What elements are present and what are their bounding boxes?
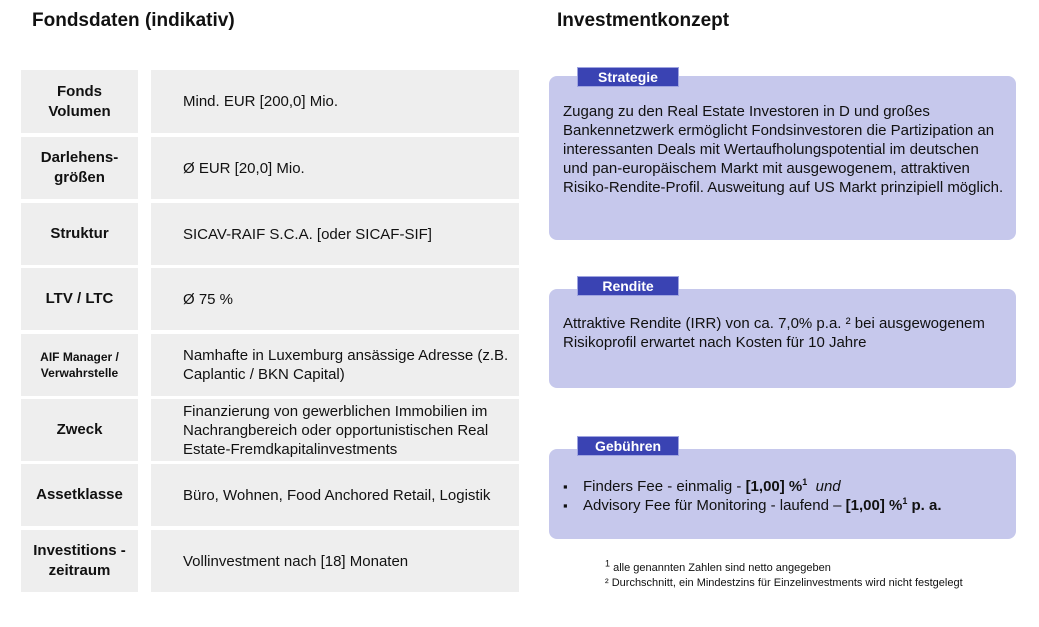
rendite-box: Attraktive Rendite (IRR) von ca. 7,0% p.… bbox=[549, 289, 1016, 388]
row-value: Ø 75 % bbox=[151, 268, 519, 330]
table-row-zweck: Zweck Finanzierung von gewerblichen Immo… bbox=[21, 399, 519, 461]
strategie-tag: Strategie bbox=[577, 67, 679, 87]
fondsdaten-heading: Fondsdaten (indikativ) bbox=[32, 10, 235, 31]
footnote-mark: 1 bbox=[605, 558, 611, 569]
row-value: Ø EUR [20,0] Mio. bbox=[151, 137, 519, 199]
table-row-struktur: Struktur SICAV-RAIF S.C.A. [oder SICAF-S… bbox=[21, 203, 519, 265]
footnote-text: alle genannten Zahlen sind netto angegeb… bbox=[610, 562, 831, 574]
table-row-darlehensgroessen: Darlehens-größen Ø EUR [20,0] Mio. bbox=[21, 137, 519, 199]
row-value: Vollinvestment nach [18] Monaten bbox=[151, 530, 519, 592]
row-value: SICAV-RAIF S.C.A. [oder SICAF-SIF] bbox=[151, 203, 519, 265]
row-label: AIF Manager / Verwahrstelle bbox=[21, 334, 138, 396]
fee-item-finders: Finders Fee - einmalig - [1,00] %1 und bbox=[563, 477, 1004, 496]
table-row-fonds-volumen: Fonds Volumen Mind. EUR [200,0] Mio. bbox=[21, 70, 519, 133]
row-label: Investitions -zeitraum bbox=[21, 530, 138, 592]
row-label: Zweck bbox=[21, 399, 138, 461]
row-label: Struktur bbox=[21, 203, 138, 265]
rendite-text: Attraktive Rendite (IRR) von ca. 7,0% p.… bbox=[563, 315, 985, 351]
fee-rate: [1,00] % bbox=[745, 478, 803, 495]
row-value: Büro, Wohnen, Food Anchored Retail, Logi… bbox=[151, 464, 519, 526]
table-row-ltv-ltc: LTV / LTC Ø 75 % bbox=[21, 268, 519, 330]
table-row-investitionszeitraum: Investitions -zeitraum Vollinvestment na… bbox=[21, 530, 519, 592]
table-row-aif-manager: AIF Manager / Verwahrstelle Namhafte in … bbox=[21, 334, 519, 396]
fee-text: Advisory Fee für Monitoring - laufend – bbox=[583, 497, 846, 514]
fee-rate: [1,00] % bbox=[845, 497, 903, 514]
row-value: Namhafte in Luxemburg ansässige Adresse … bbox=[151, 334, 519, 396]
row-value: Finanzierung von gewerblichen Immobilien… bbox=[151, 399, 519, 461]
row-label: LTV / LTC bbox=[21, 268, 138, 330]
footnote-1: 1 alle genannten Zahlen sind netto angeg… bbox=[605, 558, 831, 575]
row-label: Darlehens-größen bbox=[21, 137, 138, 199]
row-label: Assetklasse bbox=[21, 464, 138, 526]
footnote-mark: 1 bbox=[902, 496, 908, 506]
strategie-text: Zugang zu den Real Estate Investoren in … bbox=[563, 103, 1004, 196]
fee-item-advisory: Advisory Fee für Monitoring - laufend – … bbox=[563, 496, 1004, 515]
rendite-tag: Rendite bbox=[577, 276, 679, 296]
row-value: Mind. EUR [200,0] Mio. bbox=[151, 70, 519, 133]
fee-period: p. a. bbox=[907, 497, 942, 514]
row-label: Fonds Volumen bbox=[21, 70, 138, 133]
strategie-box: Zugang zu den Real Estate Investoren in … bbox=[549, 76, 1016, 240]
fee-list: Finders Fee - einmalig - [1,00] %1 und A… bbox=[563, 477, 1004, 515]
table-row-assetklasse: Assetklasse Büro, Wohnen, Food Anchored … bbox=[21, 464, 519, 526]
gebuehren-tag: Gebühren bbox=[577, 436, 679, 456]
gebuehren-box: Finders Fee - einmalig - [1,00] %1 und A… bbox=[549, 449, 1016, 539]
footnote-mark: 1 bbox=[802, 477, 808, 487]
investmentkonzept-heading: Investmentkonzept bbox=[557, 10, 730, 31]
footnote-2: ² Durchschnitt, ein Mindestzins für Einz… bbox=[605, 577, 963, 589]
fee-connector: und bbox=[815, 478, 841, 495]
fee-text: Finders Fee - einmalig - bbox=[583, 478, 746, 495]
